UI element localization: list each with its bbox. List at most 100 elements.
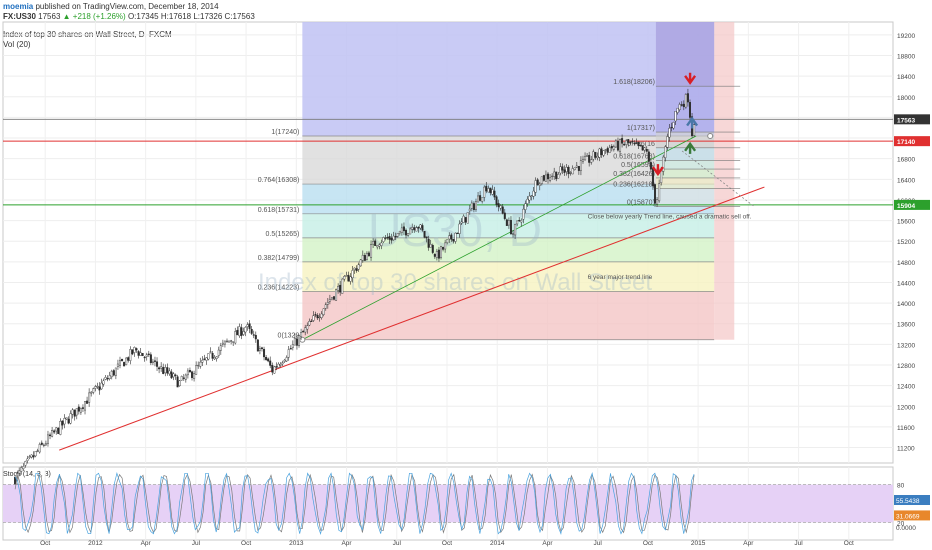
candle-body [298,335,301,346]
candle-body [137,351,140,356]
candle-body [355,268,358,272]
candle-body [133,347,136,353]
fib-level-label: 0.5(15265) [265,231,299,238]
candle-body [112,370,115,376]
candle-body [666,136,669,148]
axes: 11200 11600 12000 12400 12800 13200 13600 14000… [40,33,930,547]
candle-body [42,444,45,447]
fib-extension-zone [714,22,735,340]
y-tick-label: 13600 [897,322,915,329]
fib-level-label: 0.618(15731) [258,207,300,214]
candle-body [28,456,31,458]
candle-body [516,220,519,225]
publisher-name[interactable]: moemia [3,2,34,11]
candle-body [415,227,418,232]
y-tick-label: 12800 [897,363,915,370]
candle-body [118,360,121,366]
x-tick-label: Apr [141,540,152,547]
candle-body [520,220,523,223]
candle-body [337,285,340,291]
fib-small-level-label: 0.236(16218) [613,182,655,189]
candle-body [238,326,241,337]
candle-body [551,175,554,178]
candle-body [485,185,488,192]
candle-body [493,190,496,198]
candle-body [295,338,298,346]
fib-level-label: 0.236(14223) [258,285,300,292]
candle-body [514,224,517,236]
candle-body [596,155,599,159]
candle-body [256,339,259,352]
fib-small-zone [655,169,715,178]
x-tick-label: 2013 [289,540,304,547]
candle-body [293,337,296,346]
candle-body [684,94,687,108]
candle-body [429,244,432,248]
candle-body [81,407,84,409]
candle-body [437,249,440,259]
candle-body [53,430,56,433]
red-down-arrow-icon [651,164,664,177]
candle-body [320,313,323,318]
candle-body [232,341,235,343]
candle-body [584,156,587,161]
candle-body [104,377,107,380]
candle-body [602,150,605,156]
low-value: L:17326 [193,12,223,21]
candle-body [522,208,525,220]
candle-body [94,386,97,389]
candle-body [242,331,245,335]
candle-body [357,264,360,270]
candle-body [553,171,556,177]
candle-body [244,327,247,333]
stoch-tick-label: 80 [897,483,905,490]
price-label-box [894,114,930,125]
fib-small-level-label: 1.618(18206) [613,79,655,86]
candle-body [507,220,510,226]
candle-body [287,349,290,358]
candle-body [503,212,506,219]
candle-body [127,357,130,361]
candle-body [223,340,226,345]
candle-body [468,208,471,212]
candle-body [483,186,486,198]
candle-body [458,223,461,234]
price-label-box [894,199,930,210]
candle-body [678,104,681,110]
candle-body [524,203,527,210]
candle-body [540,176,543,184]
candle-body [84,401,87,411]
candle-body [349,276,352,282]
candle-body [417,226,420,229]
candle-body [30,454,33,458]
candle-body [571,168,574,175]
candle-body [372,241,375,245]
fib-small-zone [655,147,715,161]
candle-body [452,239,455,242]
candle-body [460,221,463,224]
candle-body [199,361,202,367]
fib-level-label: 1(17240) [271,129,299,136]
candle-body [312,315,315,321]
candle-body [269,360,272,366]
candle-body [166,367,169,374]
candle-body [649,162,652,170]
stoch-k-value: 55.5438 [896,498,920,505]
blue-up-arrow-icon [686,116,699,129]
candle-body [664,146,667,158]
candle-body [271,365,274,373]
candle-body [641,145,644,151]
stoch-bottom-label: 0.0000 [896,525,916,532]
stochastic-panel [3,471,893,536]
green-up-arrow-icon [684,141,697,154]
candle-body [67,418,70,424]
candle-body [310,320,313,322]
candle-body [289,348,292,350]
candle-body [328,299,331,302]
candle-body [164,367,167,374]
candle-body [586,155,589,157]
candle-body [88,392,91,403]
candle-body [180,376,183,381]
candle-body [116,363,119,367]
